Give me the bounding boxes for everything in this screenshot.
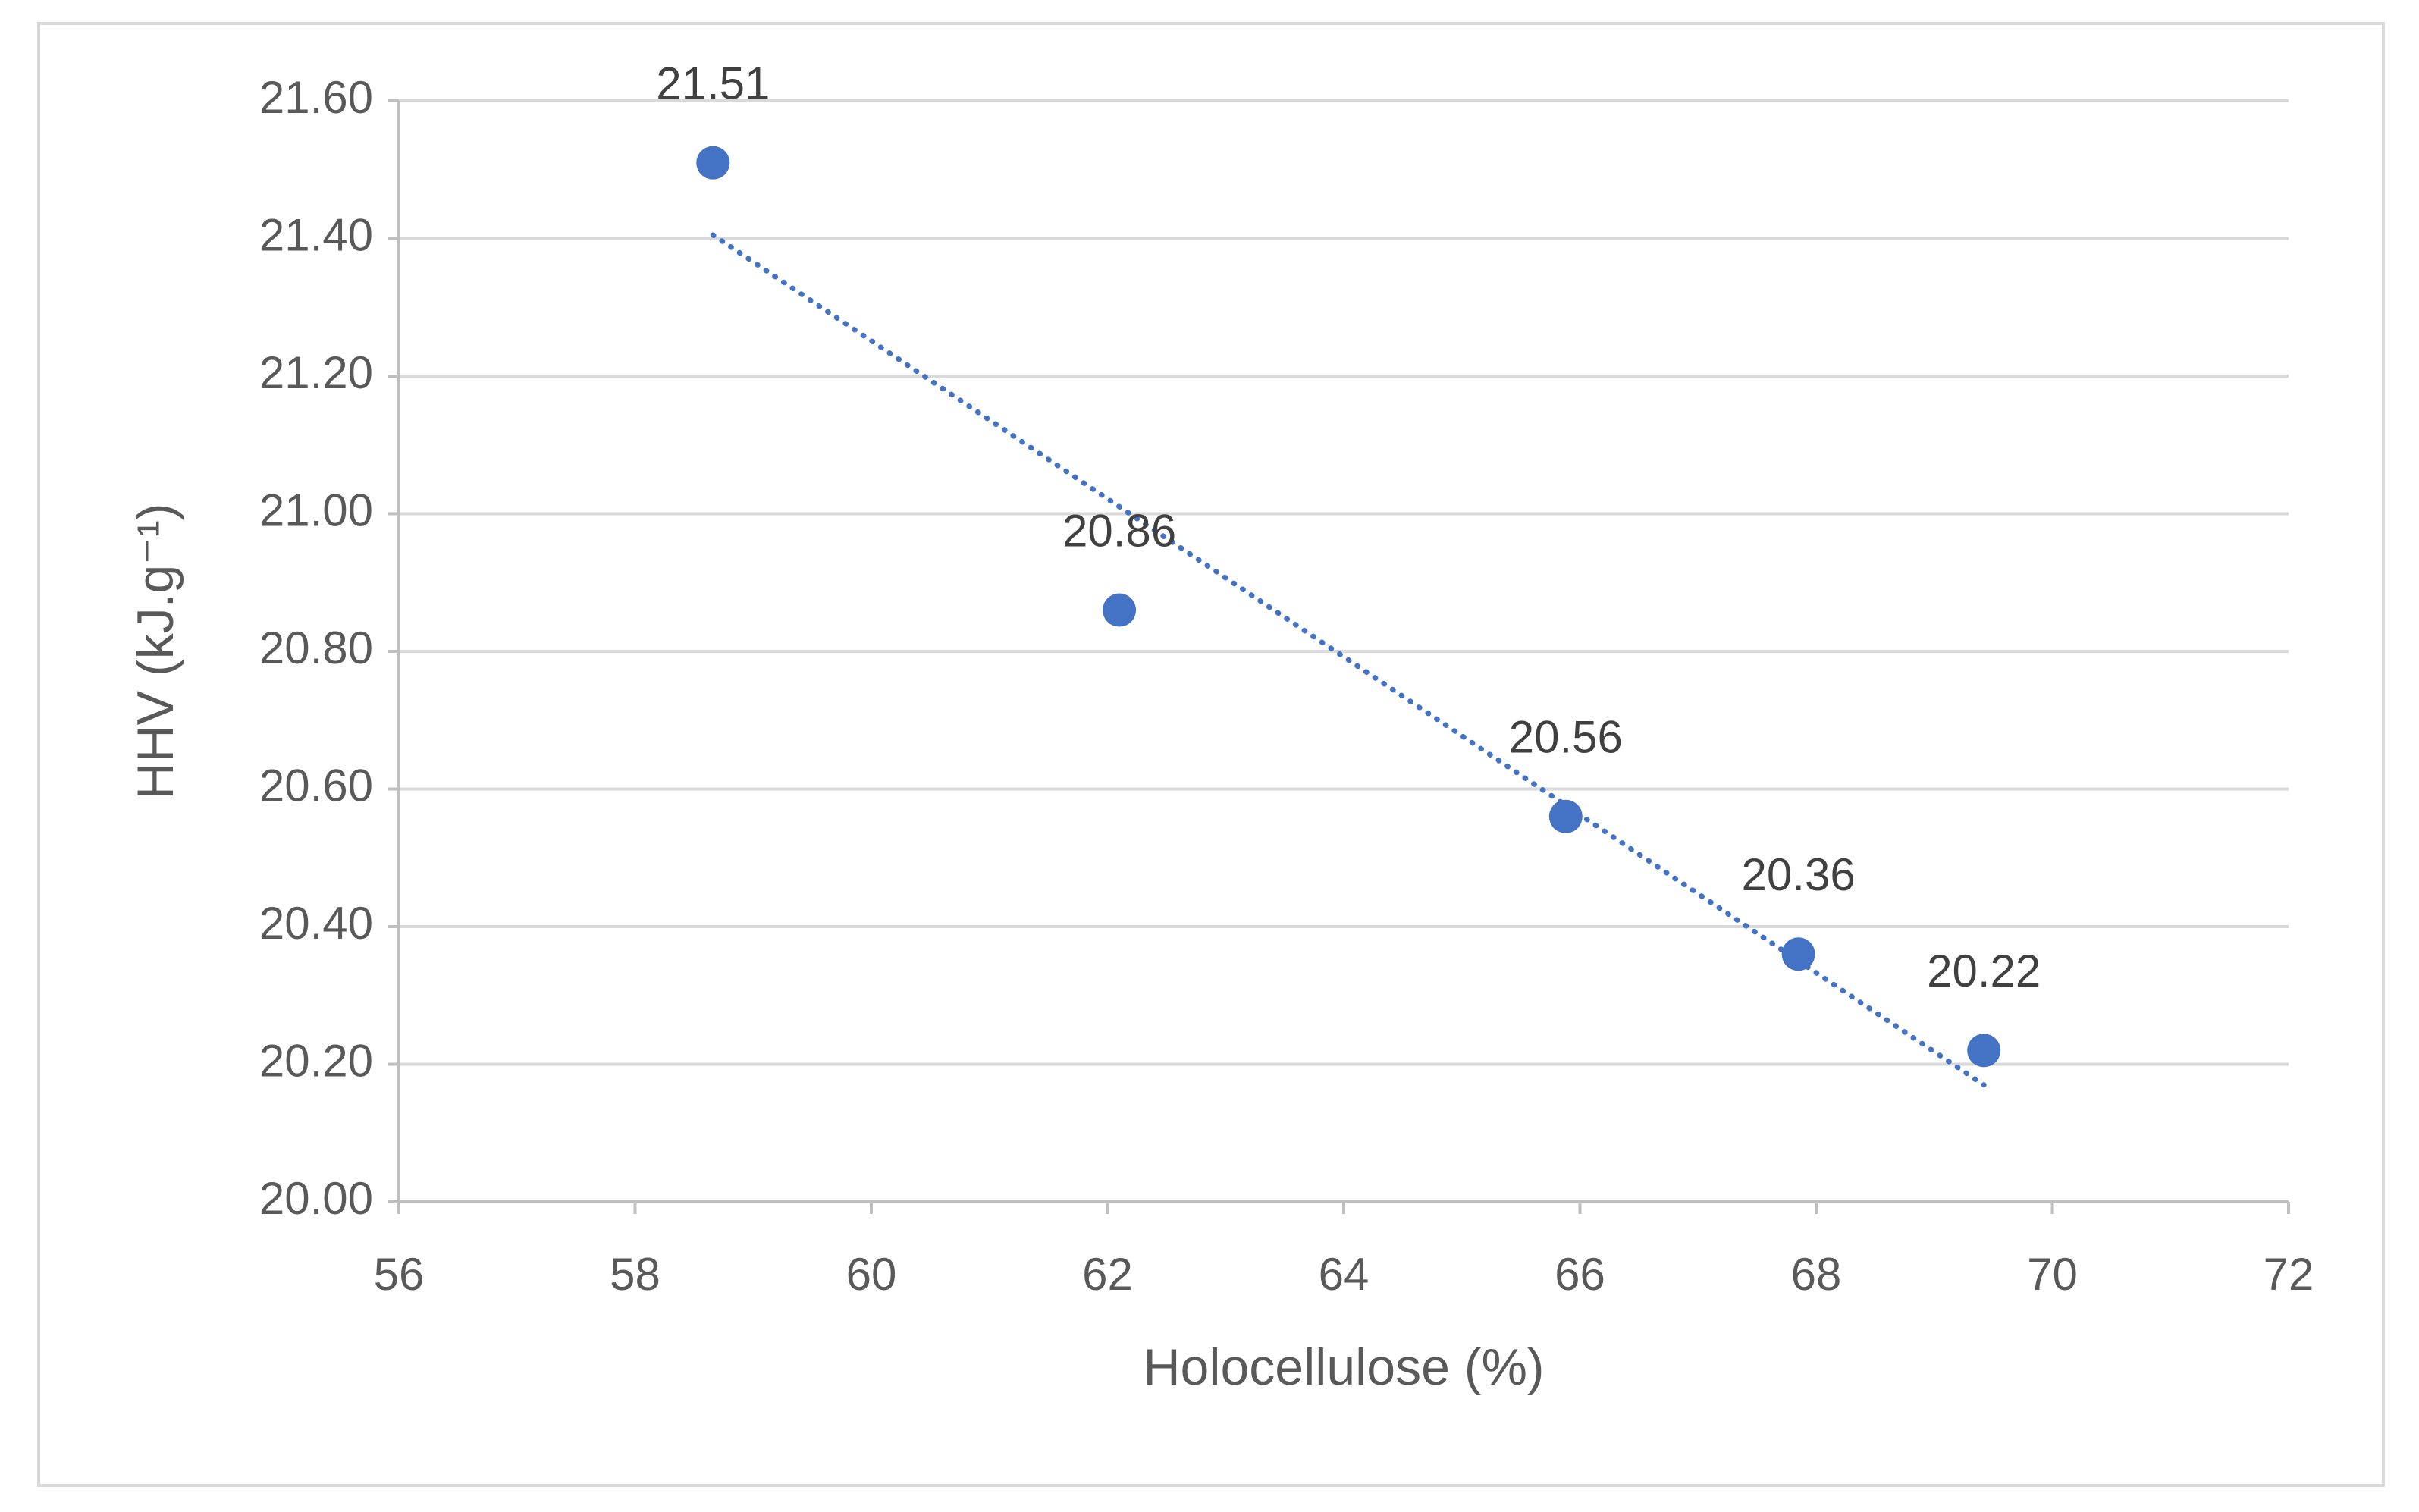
- point: [1967, 1034, 2001, 1068]
- chart-border: [37, 22, 2385, 1487]
- x-tick-label: 64: [1319, 1249, 1370, 1300]
- point: [1103, 593, 1137, 627]
- x-axis-title: Holocellulose (%): [1143, 1338, 1544, 1396]
- x-tick-label: 68: [1791, 1249, 1842, 1300]
- data-label: 20.56: [1509, 712, 1623, 763]
- point: [696, 146, 730, 180]
- y-axis-title: HHV (kJ.g⁻¹): [127, 503, 184, 800]
- y-tick-label: 21.20: [259, 347, 373, 398]
- y-tick-label: 20.20: [259, 1035, 373, 1086]
- x-tick-label: 70: [2027, 1249, 2078, 1300]
- x-tick-label: 60: [846, 1249, 897, 1300]
- x-tick-label: 72: [2264, 1249, 2314, 1300]
- y-tick-label: 20.40: [259, 898, 373, 949]
- y-tick-label: 20.60: [259, 760, 373, 811]
- x-tick-label: 58: [610, 1249, 660, 1300]
- data-label: 21.51: [656, 58, 770, 109]
- data-label: 20.36: [1742, 849, 1856, 900]
- point: [1781, 937, 1815, 971]
- x-tick-label: 56: [374, 1249, 425, 1300]
- y-tick-label: 21.40: [259, 209, 373, 260]
- y-tick-label: 20.00: [259, 1173, 373, 1224]
- x-tick-label: 66: [1555, 1249, 1605, 1300]
- y-tick-label: 21.00: [259, 485, 373, 535]
- data-label: 20.86: [1062, 505, 1176, 556]
- data-label: 20.22: [1927, 946, 2041, 996]
- y-tick-label: 20.80: [259, 623, 373, 673]
- x-tick-label: 62: [1082, 1249, 1133, 1300]
- point: [1548, 799, 1583, 833]
- trendline: [710, 232, 1987, 1088]
- y-tick-label: 21.60: [259, 72, 373, 123]
